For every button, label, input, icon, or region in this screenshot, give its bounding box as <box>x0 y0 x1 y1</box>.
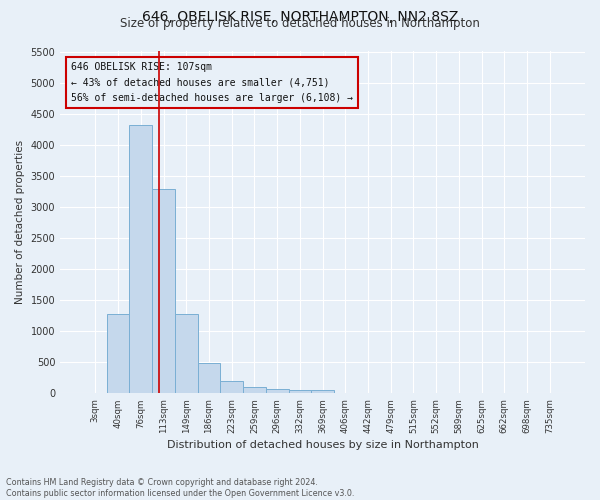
Bar <box>107 314 130 394</box>
Bar <box>243 387 266 394</box>
Text: Contains HM Land Registry data © Crown copyright and database right 2024.
Contai: Contains HM Land Registry data © Crown c… <box>6 478 355 498</box>
Bar <box>311 390 334 394</box>
Bar <box>197 364 220 394</box>
Bar <box>220 381 243 394</box>
Text: Size of property relative to detached houses in Northampton: Size of property relative to detached ho… <box>120 18 480 30</box>
Text: 646 OBELISK RISE: 107sqm
← 43% of detached houses are smaller (4,751)
56% of sem: 646 OBELISK RISE: 107sqm ← 43% of detach… <box>71 62 353 103</box>
X-axis label: Distribution of detached houses by size in Northampton: Distribution of detached houses by size … <box>167 440 479 450</box>
Bar <box>152 190 175 394</box>
Bar <box>266 389 289 394</box>
Text: 646, OBELISK RISE, NORTHAMPTON, NN2 8SZ: 646, OBELISK RISE, NORTHAMPTON, NN2 8SZ <box>142 10 458 24</box>
Bar <box>175 314 197 394</box>
Bar <box>130 125 152 394</box>
Bar <box>289 390 311 394</box>
Y-axis label: Number of detached properties: Number of detached properties <box>15 140 25 304</box>
